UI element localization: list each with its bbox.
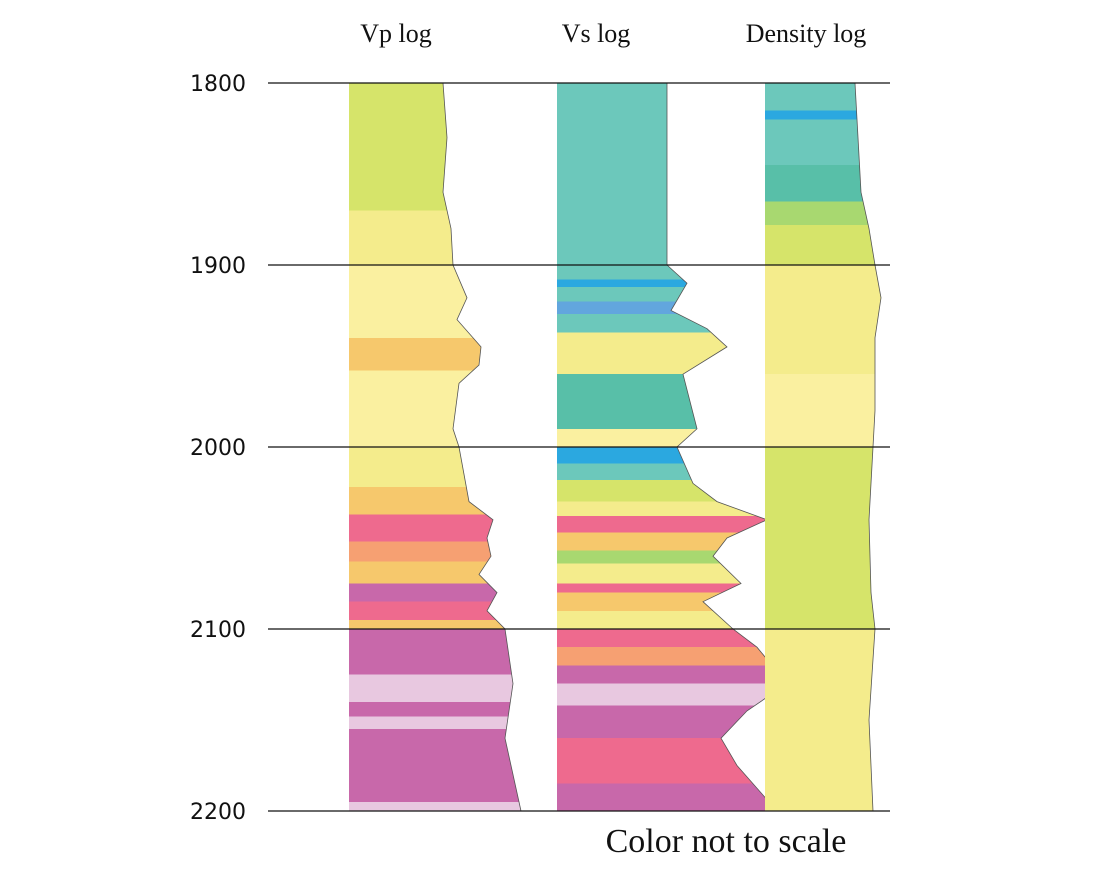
interval-band — [349, 729, 521, 803]
interval-band — [349, 674, 521, 703]
interval-band — [349, 701, 521, 717]
depth-tick-label: 2000 — [190, 436, 246, 461]
interval-band — [765, 83, 881, 111]
interval-band — [557, 516, 787, 533]
depth-axis-labels: 1800 1900 2000 2100 2200 — [190, 72, 246, 825]
interval-band — [765, 629, 881, 739]
interval-band — [765, 447, 881, 557]
interval-band — [349, 601, 521, 621]
interval-band — [349, 801, 521, 811]
interval-band — [557, 629, 787, 648]
interval-band — [349, 716, 521, 730]
interval-band — [557, 783, 787, 811]
interval-band — [765, 556, 881, 630]
interval-band — [765, 224, 881, 266]
interval-band — [349, 541, 521, 563]
interval-band — [765, 164, 881, 202]
interval-band — [765, 374, 881, 448]
interval-band — [557, 665, 787, 684]
track-title: Vp log — [360, 19, 432, 48]
interval-band — [349, 619, 521, 630]
interval-band — [557, 583, 787, 593]
interval-band — [557, 279, 787, 288]
depth-tick-label: 1900 — [190, 254, 246, 279]
interval-band — [557, 647, 787, 666]
interval-band — [765, 110, 881, 120]
interval-band — [765, 119, 881, 166]
interval-band — [557, 683, 787, 706]
interval-band — [765, 201, 881, 226]
depth-gridlines — [268, 82, 890, 812]
track-title: Density log — [746, 19, 867, 48]
track-title: Vs log — [562, 19, 631, 48]
depth-tick-label: 2200 — [190, 800, 246, 825]
interval-band — [765, 738, 881, 811]
track-titles: Vp log Vs log Density log — [360, 19, 866, 48]
color-scale-note: Color not to scale — [606, 823, 847, 860]
depth-tick-label: 2100 — [190, 618, 246, 643]
interval-band — [765, 265, 881, 375]
depth-tick-label: 1800 — [190, 72, 246, 97]
interval-band — [349, 561, 521, 584]
interval-band — [349, 629, 521, 675]
interval-band — [349, 583, 521, 603]
